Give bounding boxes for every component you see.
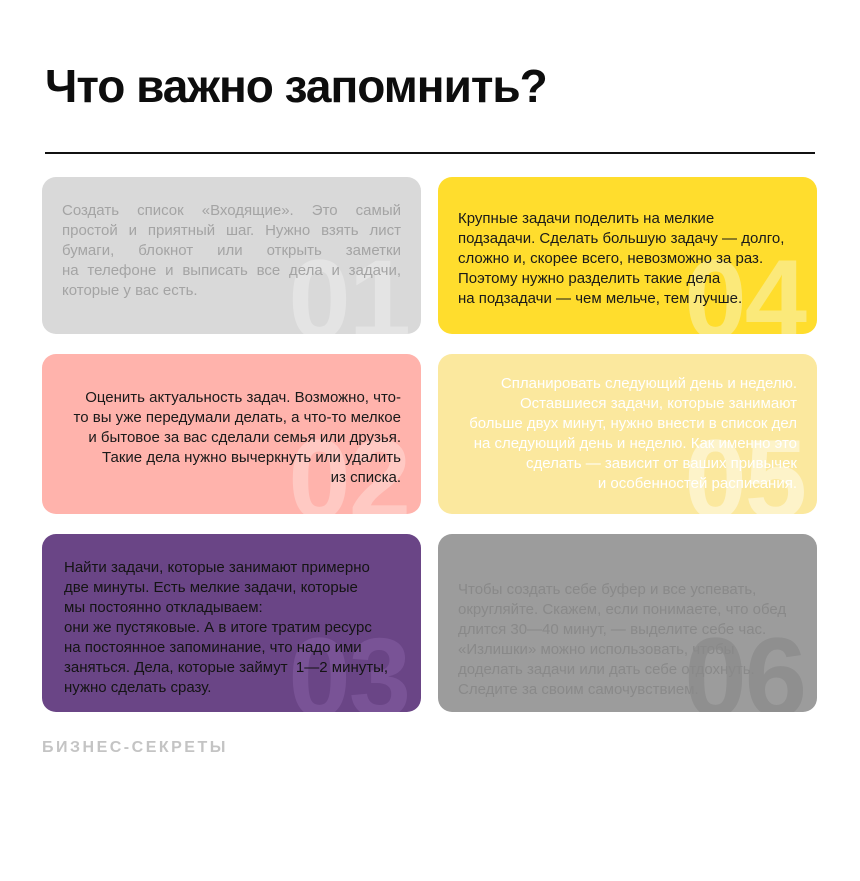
card-06-number: 06: [684, 614, 807, 712]
cards-grid: Создать список «Входящие». Это самый про…: [42, 176, 817, 712]
card-03-number: 03: [288, 614, 411, 712]
card-01: Создать список «Входящие». Это самый про…: [42, 176, 421, 334]
card-04-number: 04: [684, 236, 807, 334]
card-02-number: 02: [288, 416, 411, 514]
card-01-number: 01: [288, 236, 411, 334]
title-divider: [45, 151, 815, 154]
card-06-text: Чтобы создать себе буфер и все успевать,…: [458, 580, 787, 698]
brand-footer-logo: БИЗНЕС-СЕКРЕТЫ: [42, 738, 228, 756]
card-04: Крупные задачи поделить на мелкие подзад…: [438, 176, 817, 334]
card-02: Оценить актуальность задач. Возможно, чт…: [42, 353, 421, 514]
card-04-text: Крупные задачи поделить на мелкие подзад…: [458, 209, 785, 307]
card-03: Найти задачи, которые занимают примерно …: [42, 533, 421, 712]
card-01-text: Создать список «Входящие». Это самый про…: [62, 201, 401, 299]
card-05-number: 05: [684, 416, 807, 514]
card-02-text: Оценить актуальность задач. Возможно, чт…: [73, 388, 401, 486]
card-06: Чтобы создать себе буфер и все успевать,…: [438, 533, 817, 712]
card-03-text: Найти задачи, которые занимают примерно …: [64, 558, 389, 696]
card-05: Спланировать следующий день и неделю. Ос…: [438, 353, 817, 514]
infographic-canvas: Что важно запомнить? Создать список «Вхо…: [0, 60, 860, 881]
page-title: Что важно запомнить?: [45, 60, 548, 112]
card-05-text: Спланировать следующий день и неделю. Ос…: [469, 374, 797, 492]
